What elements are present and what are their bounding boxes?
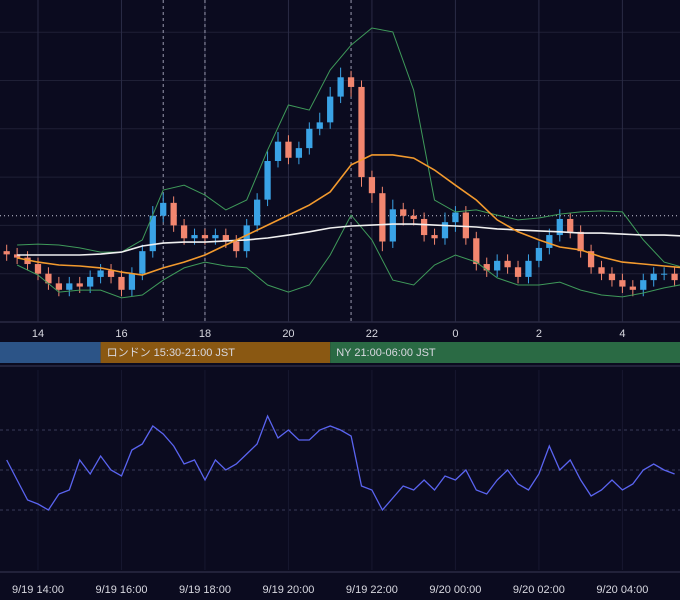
candle-body xyxy=(76,283,83,287)
candle-body xyxy=(514,267,522,277)
candle-body xyxy=(619,280,626,287)
candle-body xyxy=(640,280,647,290)
candle-body xyxy=(462,212,469,239)
candle-body xyxy=(3,251,10,255)
candle-body xyxy=(295,148,303,158)
candle-body xyxy=(34,264,42,274)
x-tick-label: 9/19 22:00 xyxy=(346,584,398,596)
candle-body xyxy=(389,209,396,242)
candle-body xyxy=(201,235,209,239)
candle-body xyxy=(97,270,104,277)
candle-body xyxy=(254,199,261,226)
overlay-line xyxy=(17,27,680,268)
overlay-line xyxy=(17,223,680,256)
candle-body xyxy=(483,264,490,271)
candle-body xyxy=(160,202,167,216)
candle-body xyxy=(55,283,62,290)
candle-body xyxy=(191,235,198,239)
overlay-line xyxy=(16,154,680,276)
candle-body xyxy=(306,128,313,149)
session-band xyxy=(0,342,101,363)
x-tick-label: 22 xyxy=(366,328,378,340)
candle-body xyxy=(556,218,563,236)
candle-body xyxy=(358,86,365,178)
x-tick-label: 9/19 18:00 xyxy=(179,584,231,596)
candle-body xyxy=(285,141,292,158)
oscillator-panel xyxy=(0,370,680,570)
candle-body xyxy=(368,177,376,194)
session-label: ロンドン 15:30-21:00 JST xyxy=(107,347,236,359)
x-tick-label: 18 xyxy=(199,328,211,340)
x-tick-label: 9/20 04:00 xyxy=(596,584,648,596)
candle-body xyxy=(327,96,334,123)
candle-body xyxy=(87,276,94,287)
candle-body xyxy=(347,77,355,87)
oscillator-line xyxy=(6,414,675,512)
overlay-line xyxy=(16,214,680,299)
candle-body xyxy=(118,276,125,290)
axes: 14 16 18 20 22 0 2 4 9/19 14:00 9/19 16:00 9/19 18… xyxy=(12,328,648,596)
candle-body xyxy=(212,235,219,239)
candle-body xyxy=(316,122,323,129)
candle-body xyxy=(66,283,73,290)
candle-body xyxy=(661,273,668,275)
session-label: NY 21:00-06:00 JST xyxy=(336,347,436,359)
candle-body xyxy=(410,215,417,219)
candle-body xyxy=(24,257,31,265)
price-panel xyxy=(0,0,680,322)
candle-body xyxy=(535,247,543,261)
x-tick-label: 9/19 16:00 xyxy=(95,584,147,596)
x-tick-label: 9/19 20:00 xyxy=(262,584,314,596)
candle-body xyxy=(337,77,344,97)
candle-body xyxy=(45,273,52,284)
x-tick-label: 9/20 00:00 xyxy=(429,584,481,596)
candle-body xyxy=(170,202,177,226)
candle-body xyxy=(577,231,584,252)
candle-body xyxy=(650,273,657,281)
candle-body xyxy=(494,260,501,271)
candle-body xyxy=(274,141,282,161)
candle-body xyxy=(567,218,574,232)
candle-body xyxy=(671,273,678,281)
candle-body xyxy=(452,212,459,223)
candle-body xyxy=(180,225,188,239)
session-band xyxy=(330,342,680,363)
session-bar: ロンドン 15:30-21:00 JST NY 21:00-06:00 JST xyxy=(0,342,680,363)
candle-body xyxy=(222,235,229,242)
candle-body xyxy=(379,193,386,242)
candle-body xyxy=(139,251,146,274)
candle-body xyxy=(264,161,271,200)
candle-body xyxy=(420,218,428,236)
candle-body xyxy=(504,260,511,268)
x-tick-label: 0 xyxy=(452,328,458,340)
candle-body xyxy=(128,273,136,290)
candle-body xyxy=(149,215,156,252)
candle-body xyxy=(546,235,553,248)
candle-body xyxy=(441,222,449,239)
candle-body xyxy=(13,254,21,258)
candle-body xyxy=(473,238,480,265)
x-tick-label: 9/20 02:00 xyxy=(513,584,565,596)
session-band xyxy=(100,342,331,363)
candle-body xyxy=(629,286,636,290)
x-tick-label: 20 xyxy=(282,328,294,340)
candle-body xyxy=(243,225,250,252)
x-tick-label: 2 xyxy=(536,328,542,340)
x-tick-label: 9/19 14:00 xyxy=(12,584,64,596)
x-tick-label: 16 xyxy=(115,328,127,340)
candle-body xyxy=(587,251,595,268)
x-tick-label: 14 xyxy=(32,328,44,340)
candle-body xyxy=(598,267,605,274)
candle-body xyxy=(525,260,532,277)
candle-body xyxy=(233,241,240,252)
x-tick-label: 4 xyxy=(619,328,625,340)
candle-body xyxy=(608,273,616,281)
candle-body xyxy=(431,235,438,239)
candle-body xyxy=(107,270,115,277)
candle-body xyxy=(400,209,407,216)
